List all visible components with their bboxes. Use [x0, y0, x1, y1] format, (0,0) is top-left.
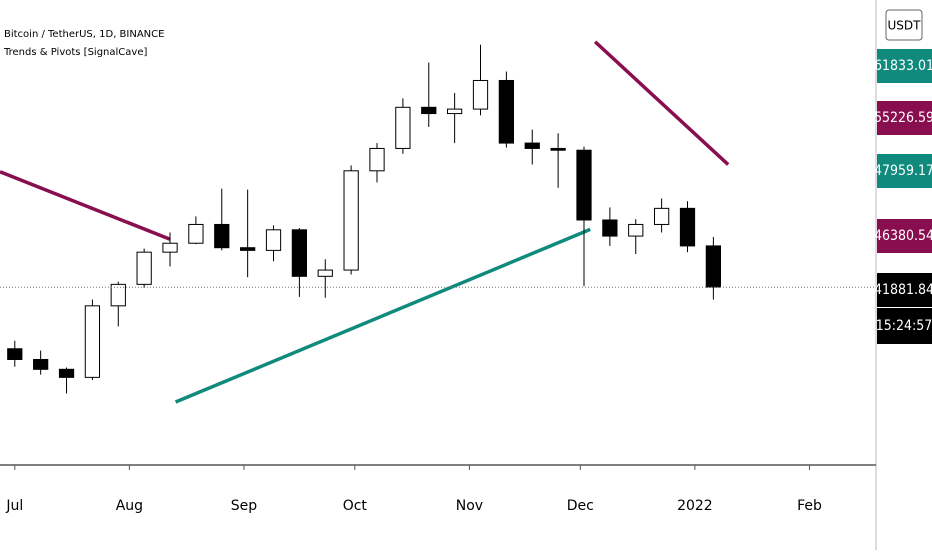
indicator-line	[593, 40, 730, 166]
x-tick-label: Dec	[567, 498, 594, 514]
countdown: 15:24:57	[876, 318, 932, 334]
x-tick-label: Oct	[343, 498, 368, 514]
indicator-line	[174, 227, 591, 404]
price-tag-label: 61833.01	[874, 58, 932, 74]
x-tick-label: Sep	[231, 498, 258, 514]
chart-title: Bitcoin / TetherUS, 1D, BINANCE	[4, 29, 164, 40]
indicator-line	[0, 170, 171, 241]
candle-body	[188, 223, 204, 244]
currency[interactable]: USDT	[888, 19, 922, 33]
price-tag	[877, 101, 932, 135]
price-tag	[877, 154, 932, 188]
candle-body	[498, 79, 515, 144]
candle-body	[84, 305, 101, 378]
price-tag-label: 55226.59	[874, 110, 932, 126]
candle-body	[33, 358, 49, 370]
candle-body	[240, 247, 256, 251]
price-tag-label: 41881.84	[874, 282, 932, 298]
candle-body	[291, 229, 308, 277]
x-tick-label: Jul	[5, 498, 23, 514]
plot-area	[0, 40, 876, 404]
price-tag	[877, 273, 932, 307]
candle-body	[550, 147, 566, 151]
price-tag	[877, 49, 932, 83]
price-tag	[877, 219, 932, 253]
currency-box[interactable]	[885, 9, 923, 41]
candle-body	[653, 207, 670, 225]
candle-body	[58, 368, 75, 378]
indicator-name: Trends & Pivots [SignalCave]	[3, 47, 147, 58]
candle-body	[524, 142, 540, 149]
candle-body	[472, 79, 489, 110]
candle-body	[369, 147, 385, 172]
candle-body	[136, 251, 152, 285]
candle-body	[576, 149, 592, 221]
candle-body	[421, 106, 437, 115]
candle-body	[628, 223, 644, 237]
candle-body	[162, 242, 178, 253]
candle-body	[447, 108, 463, 115]
candle-body	[7, 348, 23, 360]
x-tick-label: Nov	[456, 498, 483, 514]
x-tick-label: Aug	[116, 498, 143, 514]
candle-body	[679, 207, 696, 247]
countdown-box	[877, 308, 932, 344]
price-tag-label: 47959.17	[874, 163, 932, 179]
candle-body	[265, 229, 282, 251]
candle-body	[705, 245, 721, 288]
x-tick-label: Feb	[797, 498, 822, 514]
x-tick-label: 2022	[677, 498, 713, 514]
candle-body	[317, 269, 333, 277]
candle-body	[214, 223, 230, 249]
price-tag-label: 46380.54	[874, 228, 932, 244]
candle-body	[602, 219, 618, 237]
candle-body	[343, 170, 359, 271]
candle-body	[395, 106, 411, 149]
candle-body	[110, 283, 126, 307]
